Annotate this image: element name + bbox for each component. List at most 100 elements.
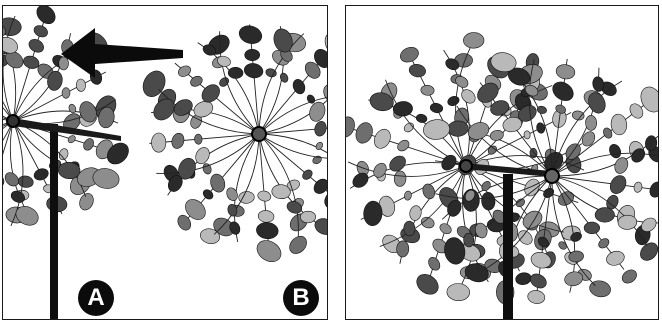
spinner-wire: [3, 107, 14, 122]
spinner-cup: [257, 190, 272, 202]
spinner-wire: [3, 120, 14, 130]
spinner-cup: [447, 120, 469, 137]
spinner-cup: [23, 55, 40, 69]
spinner-cup: [555, 104, 566, 114]
spinner-cup: [33, 168, 49, 181]
spinner-cup: [167, 174, 183, 192]
spinner-wire: [481, 175, 553, 272]
spinner-cup: [641, 217, 657, 232]
spinner-cup: [536, 122, 546, 134]
spinner-wire: [258, 133, 299, 237]
spinner-cup: [58, 56, 69, 71]
hub-a: [6, 114, 20, 128]
spinner-cup: [185, 199, 206, 220]
spinner-cup: [487, 145, 497, 155]
spinner-cup: [244, 48, 260, 61]
spinner-cup: [273, 28, 293, 53]
spinner-cup: [515, 272, 532, 285]
spinner-cup: [423, 119, 450, 140]
spinner-cup: [640, 86, 658, 113]
spinner-cup: [594, 207, 615, 223]
spinner-cup: [15, 206, 39, 226]
spinner-cup: [352, 172, 369, 188]
stake-pole: [503, 174, 513, 319]
spinner-cup: [552, 81, 574, 101]
spinner-cup: [355, 122, 373, 144]
spinner-wire: [213, 133, 260, 235]
spinner-cup: [610, 113, 628, 136]
spinner-cup: [79, 101, 97, 123]
spinner-cup: [314, 49, 327, 68]
spinner-cup: [617, 214, 638, 230]
spinner-cup: [570, 231, 582, 242]
left-panel: A B: [2, 5, 328, 320]
spinner-cup: [645, 135, 658, 152]
spinner-cup: [309, 101, 326, 122]
left-arrow-icon: [61, 28, 183, 78]
spinner-cup: [588, 92, 606, 114]
spinner-cup: [324, 188, 327, 210]
spinner-cup: [455, 76, 469, 88]
spinner-cup: [649, 181, 658, 198]
spinner-cup: [363, 200, 383, 226]
spinner-cup: [477, 82, 499, 103]
spinner-cup: [439, 223, 452, 235]
spinner-cup: [447, 96, 460, 106]
spinner-cup: [422, 183, 436, 200]
spinner-cup: [10, 190, 25, 203]
spinner-cup: [75, 78, 86, 92]
spinner-wire: [3, 15, 16, 122]
spinner-cup: [502, 116, 522, 133]
spinner-cup: [490, 100, 510, 116]
spinner-wire: [258, 33, 305, 135]
spinner-cup: [373, 162, 387, 178]
spinner-cup: [475, 222, 488, 239]
spinner-cup: [416, 274, 439, 295]
spinner-cup: [271, 184, 291, 200]
spinner-cup: [202, 189, 214, 200]
spinner-cup: [408, 63, 426, 78]
spinner-cup: [409, 205, 422, 221]
spinner-cup: [243, 63, 264, 79]
spinner-cup: [508, 67, 531, 86]
spinner-cup: [428, 257, 441, 271]
spinner-cup: [346, 116, 355, 138]
spinner-cup: [47, 70, 63, 91]
spinner-cup: [598, 238, 610, 249]
spinner-cup: [323, 84, 327, 103]
spinner-cup: [92, 168, 120, 189]
spinner-front: [422, 52, 658, 305]
hub-b: [251, 126, 267, 142]
spinner-cup: [36, 6, 56, 25]
spinner-cup: [592, 76, 605, 92]
spinner-wire: [551, 175, 596, 287]
spinner-cup: [530, 252, 552, 269]
spinner-cup: [530, 273, 547, 289]
stake-pole: [50, 124, 58, 319]
spinner-cup: [640, 242, 658, 261]
spinner-cup: [467, 122, 490, 140]
crossbar: [13, 118, 121, 141]
spinner-cup: [441, 154, 457, 171]
spinner-cup: [609, 143, 622, 159]
spinner-wire: [3, 120, 14, 155]
spinner-cup: [58, 161, 81, 180]
spinner-wire: [347, 161, 467, 177]
spinner-cup: [4, 172, 19, 187]
spinner-cup: [28, 39, 44, 53]
spinner-cup: [396, 240, 410, 258]
spinner-cup: [178, 65, 191, 77]
spinner-wire: [3, 101, 14, 122]
spinner-cup: [151, 132, 167, 153]
label-a: A: [78, 280, 114, 316]
spinner-cup: [3, 24, 6, 37]
spinner-cup: [374, 128, 391, 149]
spinner-wire: [258, 133, 327, 159]
spinner-wire: [551, 175, 658, 191]
spinner-cup: [481, 192, 496, 211]
spinner-cup: [568, 250, 584, 263]
spinner-cup: [400, 46, 419, 63]
right-photo: [346, 32, 658, 319]
spinner-cup: [177, 214, 192, 231]
spinner-cup: [393, 170, 407, 187]
